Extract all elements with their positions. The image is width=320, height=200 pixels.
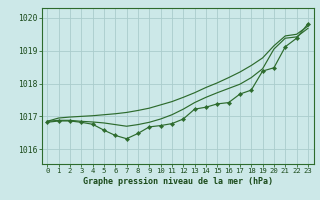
X-axis label: Graphe pression niveau de la mer (hPa): Graphe pression niveau de la mer (hPa): [83, 177, 273, 186]
